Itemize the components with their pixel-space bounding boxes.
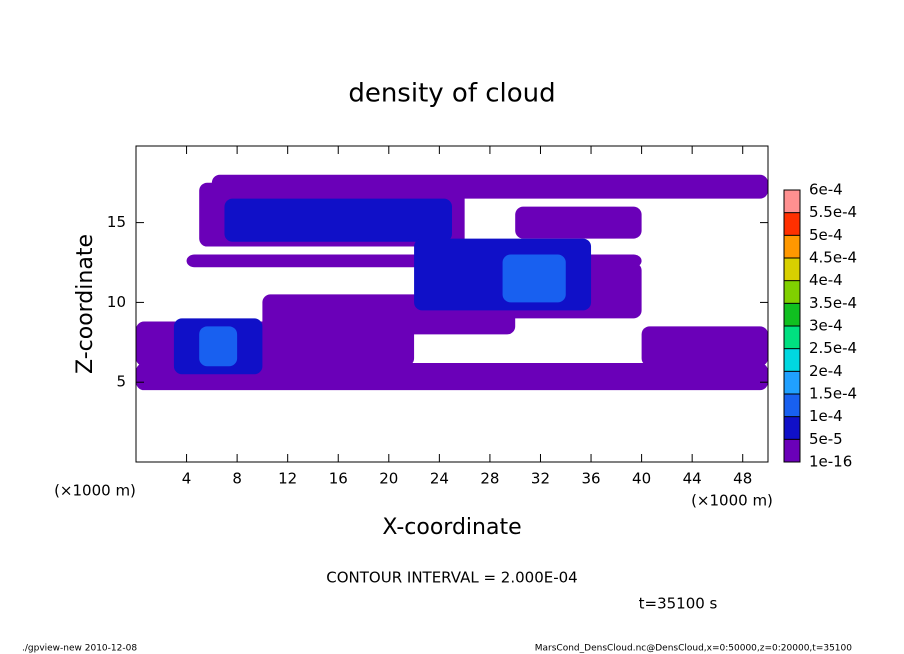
colorbar-label: 1.5e-4 [809,385,857,403]
colorbar-segment [784,326,800,349]
y-tick-label: 5 [116,373,126,391]
x-unit-label: (×1000 m) [54,482,136,500]
x-tick-label: 28 [480,470,499,488]
x-tick-label: 36 [581,470,600,488]
colorbar-segment [784,394,800,417]
contour-region [515,206,642,239]
plot-frame [135,145,769,463]
colorbar-segment [784,371,800,394]
colorbar-segment [784,348,800,372]
colorbar-label: 6e-4 [809,181,843,199]
x-tick-label: 40 [632,470,651,488]
x-axis-label: X-coordinate [382,515,521,540]
contour-region [199,326,238,367]
colorbar-segment [784,235,800,258]
y-tick-label: 15 [107,213,126,231]
colorbar-label: 5e-5 [809,430,843,448]
contour-region [502,254,566,303]
colorbar-label: 5.5e-4 [809,203,857,221]
footer-right: MarsCond_DensCloud.nc@DensCloud,x=0:5000… [535,644,852,654]
colorbar-segment [784,303,800,326]
colorbar-label: 4e-4 [809,271,843,289]
x-tick-label: 12 [278,470,297,488]
footer-left: ./gpview-new 2010-12-08 [22,644,137,654]
colorbar-segment [784,439,800,462]
contour-region [224,198,452,242]
colorbar-segment [784,416,800,440]
x-tick-label: 24 [430,470,449,488]
y-tick-label: 10 [107,293,126,311]
x-tick-label: 4 [182,470,192,488]
colorbar-label: 2e-4 [809,362,843,380]
time-note: t=35100 s [639,595,718,613]
colorbar-label: 2.5e-4 [809,339,857,357]
x-tick-label: 44 [683,470,702,488]
x-tick-label: 16 [329,470,348,488]
x-tick-label: 48 [733,470,752,488]
colorbar-segment [784,212,800,236]
contour-note: CONTOUR INTERVAL = 2.000E-04 [326,569,577,587]
colorbar-label: 4.5e-4 [809,249,857,267]
x-tick-label: 8 [232,470,242,488]
colorbar-segment [784,258,800,281]
colorbar-label: 1e-4 [809,407,843,425]
colorbar-label: 1e-16 [809,453,852,471]
y-axis-label: Z-coordinate [73,234,98,374]
colorbar-label: 3e-4 [809,317,843,335]
contour-region [641,326,768,367]
x-unit-label: (×1000 m) [691,492,773,510]
x-tick-label: 20 [379,470,398,488]
colorbar-label: 5e-4 [809,226,843,244]
colorbar-label: 3.5e-4 [809,294,857,312]
contour-region [136,363,768,391]
colorbar-segment [784,190,800,213]
contour-region [211,174,769,199]
x-tick-label: 32 [531,470,550,488]
chart-title: density of cloud [348,79,555,109]
colorbar-segment [784,280,800,304]
